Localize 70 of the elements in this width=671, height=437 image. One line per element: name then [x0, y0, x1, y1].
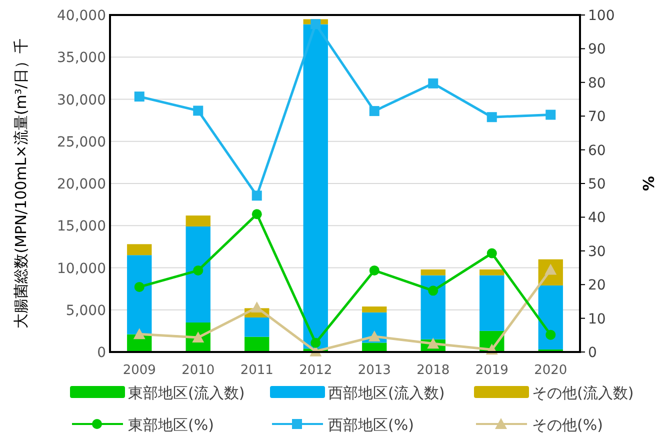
y2-tick-label: 30: [588, 244, 606, 260]
legend-label: その他(流入数): [532, 384, 634, 402]
y-tick-label: 15,000: [57, 218, 106, 235]
y2-tick-label: 60: [588, 142, 606, 159]
y2-tick-label: 20: [588, 278, 606, 294]
point: [486, 248, 497, 258]
point: [428, 286, 438, 296]
y2-tick-label: 80: [588, 75, 606, 92]
point: [252, 190, 262, 201]
x-tick-label: 2020: [534, 363, 568, 378]
legend-label: 西部地区(流入数): [328, 384, 445, 402]
point: [134, 282, 144, 292]
bar: [127, 255, 152, 334]
y-tick-label: 25,000: [57, 134, 106, 150]
y-tick-label: 40,000: [57, 8, 106, 24]
y2-tick-label: 40: [588, 210, 606, 226]
point: [310, 19, 321, 30]
bar: [303, 24, 328, 349]
point: [428, 78, 438, 88]
x-tick-label: 2018: [416, 363, 450, 378]
point: [427, 338, 440, 349]
y2-tick-label: 0: [588, 345, 597, 361]
x-tick-label: 2011: [240, 363, 274, 378]
bar: [244, 317, 270, 337]
bar: [362, 306, 387, 312]
point: [486, 112, 497, 122]
y-tick-label: 30,000: [57, 92, 106, 108]
x-tick-label: 2009: [122, 363, 156, 378]
bar: [420, 269, 446, 276]
y-axis-title: 大腸菌総数(MPN/100mL×流量(m³/日）千: [12, 38, 30, 328]
point: [369, 106, 380, 116]
bar: [186, 216, 210, 226]
bar: [244, 336, 270, 352]
legend-label: 東部地区(流入数): [128, 384, 245, 402]
y-tick-label: 0: [97, 345, 106, 361]
x-tick-label: 2012: [299, 363, 332, 378]
y-tick-label: 5,000: [66, 302, 106, 319]
bar: [480, 275, 504, 331]
y-tick-label: 10,000: [57, 260, 106, 277]
bar: [480, 269, 504, 276]
y2-tick-label: 10: [588, 311, 606, 328]
point: [546, 330, 556, 340]
point: [310, 338, 321, 348]
bar: [538, 285, 563, 350]
legend-label: 西部地区(%): [328, 416, 414, 434]
point: [368, 330, 380, 342]
point: [193, 265, 204, 276]
bar: [127, 244, 152, 256]
point: [133, 328, 146, 340]
x-tick-label: 2013: [358, 363, 391, 378]
legend-label: 東部地区(%): [128, 416, 214, 434]
bar: [186, 226, 210, 323]
point: [134, 92, 144, 102]
y-tick-label: 20,000: [57, 176, 106, 192]
bar: [362, 342, 387, 352]
y2-tick-label: 70: [588, 109, 606, 126]
y2-axis-title: %: [639, 176, 657, 192]
point: [250, 302, 263, 313]
point: [252, 209, 262, 220]
y-tick-label: 35,000: [57, 50, 106, 66]
x-tick-label: 2019: [475, 363, 508, 378]
y2-tick-label: 100: [588, 8, 615, 24]
point: [193, 106, 204, 116]
y2-tick-label: 90: [588, 42, 606, 58]
y2-tick-label: 50: [588, 176, 606, 192]
bar: [420, 275, 446, 340]
x-tick-label: 2010: [182, 363, 215, 378]
point: [546, 110, 556, 120]
point: [369, 265, 380, 276]
legend-label: その他(%): [532, 416, 603, 434]
